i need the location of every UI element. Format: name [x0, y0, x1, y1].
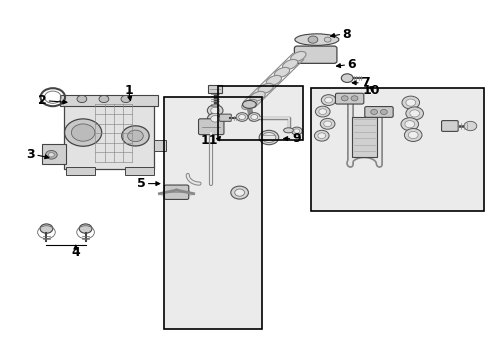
Circle shape — [401, 96, 419, 109]
Circle shape — [210, 116, 219, 122]
Text: 8: 8 — [342, 28, 350, 41]
Text: 11: 11 — [200, 134, 217, 147]
Circle shape — [463, 121, 476, 131]
Circle shape — [350, 96, 357, 101]
Circle shape — [321, 95, 335, 105]
Text: 7: 7 — [360, 76, 369, 89]
Circle shape — [64, 119, 102, 146]
Circle shape — [323, 121, 331, 127]
Bar — [310, 88, 483, 211]
Ellipse shape — [290, 51, 305, 62]
FancyBboxPatch shape — [441, 121, 457, 131]
Bar — [66, 167, 95, 175]
Ellipse shape — [262, 132, 275, 143]
Circle shape — [122, 126, 149, 146]
Ellipse shape — [241, 99, 257, 109]
Circle shape — [409, 110, 419, 117]
Bar — [154, 140, 166, 151]
Text: 4: 4 — [71, 246, 80, 258]
Circle shape — [48, 153, 54, 157]
Bar — [217, 86, 303, 140]
Bar — [60, 95, 158, 106]
Circle shape — [127, 130, 143, 141]
Circle shape — [341, 74, 352, 82]
FancyArrowPatch shape — [179, 193, 190, 194]
Ellipse shape — [294, 34, 338, 45]
Ellipse shape — [259, 130, 278, 145]
Circle shape — [71, 124, 95, 141]
Circle shape — [79, 224, 92, 233]
Circle shape — [405, 99, 415, 106]
Text: 9: 9 — [292, 132, 301, 145]
Ellipse shape — [249, 91, 264, 102]
Circle shape — [238, 114, 245, 120]
Bar — [217, 86, 303, 140]
Circle shape — [236, 113, 247, 121]
Ellipse shape — [274, 67, 289, 77]
Ellipse shape — [242, 100, 256, 108]
FancyBboxPatch shape — [364, 107, 392, 117]
Circle shape — [234, 189, 244, 196]
Circle shape — [324, 97, 332, 103]
Bar — [163, 97, 261, 329]
Bar — [41, 144, 66, 164]
Circle shape — [318, 109, 326, 114]
Circle shape — [407, 131, 417, 139]
FancyArrowPatch shape — [162, 193, 173, 194]
Circle shape — [315, 106, 329, 117]
Circle shape — [370, 109, 377, 114]
FancyBboxPatch shape — [335, 93, 363, 104]
Ellipse shape — [258, 84, 273, 94]
Bar — [124, 167, 154, 175]
FancyBboxPatch shape — [198, 119, 224, 135]
Text: 3: 3 — [26, 148, 35, 161]
Circle shape — [99, 95, 108, 103]
Circle shape — [207, 113, 223, 125]
Circle shape — [400, 118, 418, 131]
Text: 6: 6 — [346, 58, 355, 71]
Text: 2: 2 — [38, 94, 46, 107]
Circle shape — [404, 129, 421, 141]
Circle shape — [230, 186, 248, 199]
Bar — [351, 117, 376, 157]
Circle shape — [77, 95, 87, 103]
Circle shape — [404, 121, 414, 128]
Ellipse shape — [265, 75, 281, 86]
Text: 5: 5 — [137, 177, 145, 190]
Circle shape — [341, 96, 347, 101]
Circle shape — [317, 133, 325, 139]
Circle shape — [405, 107, 423, 120]
Circle shape — [291, 127, 302, 135]
Circle shape — [40, 224, 53, 233]
Circle shape — [314, 130, 328, 141]
Circle shape — [320, 118, 334, 129]
FancyBboxPatch shape — [294, 46, 336, 63]
FancyBboxPatch shape — [164, 185, 188, 199]
Text: 1: 1 — [124, 84, 133, 96]
Circle shape — [207, 105, 223, 116]
Circle shape — [45, 150, 57, 159]
Circle shape — [210, 107, 219, 114]
Circle shape — [324, 37, 330, 42]
Bar — [310, 88, 483, 211]
Bar — [208, 85, 222, 93]
Circle shape — [250, 114, 257, 120]
Bar — [163, 97, 261, 329]
Circle shape — [121, 95, 130, 103]
Circle shape — [248, 113, 260, 121]
Ellipse shape — [283, 128, 293, 133]
Bar — [63, 103, 154, 169]
FancyBboxPatch shape — [219, 114, 231, 121]
Ellipse shape — [282, 59, 297, 69]
Circle shape — [380, 109, 386, 114]
Circle shape — [307, 36, 317, 43]
Text: 10: 10 — [362, 84, 380, 96]
Circle shape — [293, 129, 299, 133]
